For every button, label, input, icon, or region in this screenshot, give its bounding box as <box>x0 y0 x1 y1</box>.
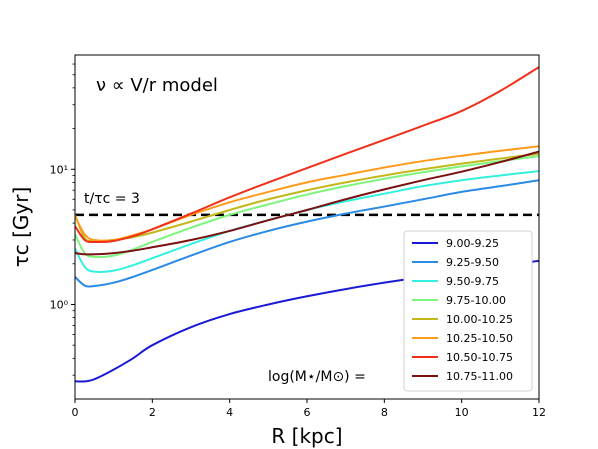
x-tick-label: 12 <box>532 406 546 419</box>
legend-box <box>403 230 533 392</box>
legend-label: 9.25-9.50 <box>446 256 499 269</box>
legend-label: 10.75-11.00 <box>446 370 513 383</box>
x-axis-label: R [kpc] <box>271 424 342 448</box>
y-axis-label: τc [Gyr] <box>9 187 33 268</box>
x-tick-label: 4 <box>226 406 233 419</box>
legend-label: 9.75-10.00 <box>446 294 506 307</box>
legend: 9.00-9.25 9.25-9.50 9.50-9.75 9.75-10.00 10.… <box>403 230 533 392</box>
series-line <box>75 179 539 288</box>
legend-label: 10.00-10.25 <box>446 313 513 326</box>
series-line <box>75 155 539 259</box>
axis-layer: 0 2 4 6 8 10 12 10⁰ 10¹ <box>50 63 546 419</box>
legend-title: log(M⋆/M⊙) = <box>268 369 366 385</box>
legend-label: 9.00-9.25 <box>446 237 499 250</box>
x-tick-label: 8 <box>381 406 388 419</box>
model-annotation: ν ∝ V/r model <box>96 75 218 96</box>
y-tick-label: 10⁰ <box>50 298 69 311</box>
series-line <box>75 150 539 256</box>
ratio-annotation: t/τc = 3 <box>84 191 140 207</box>
series-layer <box>75 66 539 383</box>
legend-label: 10.50-10.75 <box>446 351 513 364</box>
legend-label: 10.25-10.50 <box>446 332 513 345</box>
series-line <box>75 66 539 244</box>
x-tick-label: 10 <box>455 406 469 419</box>
x-tick-label: 6 <box>304 406 311 419</box>
legend-label: 9.50-9.75 <box>446 275 499 288</box>
y-tick-label: 10¹ <box>50 163 68 176</box>
x-tick-label: 2 <box>149 406 156 419</box>
x-tick-label: 0 <box>72 406 79 419</box>
series-line <box>75 145 539 242</box>
